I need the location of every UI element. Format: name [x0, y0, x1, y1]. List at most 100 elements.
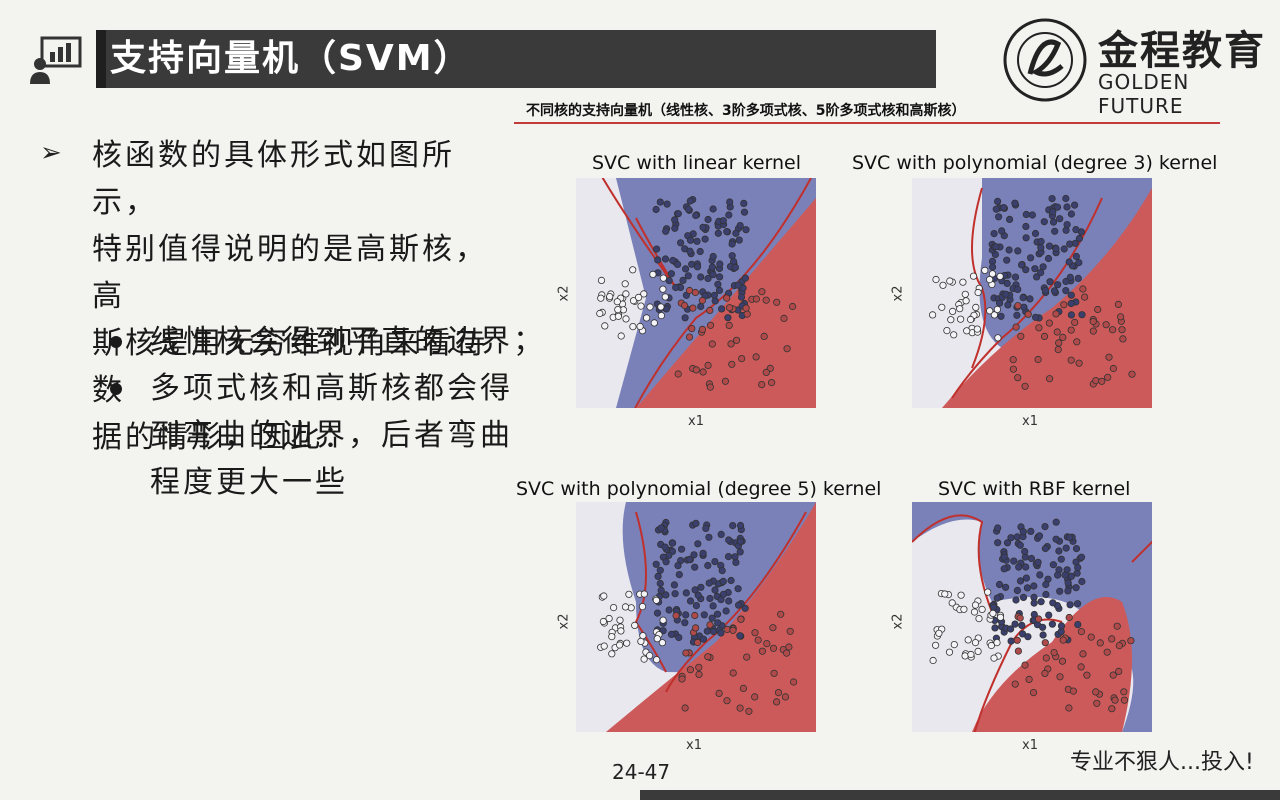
scatter-point	[704, 653, 712, 661]
scatter-point	[705, 579, 713, 587]
scatter-point	[928, 311, 937, 319]
scatter-point	[1059, 636, 1067, 644]
scatter-point	[978, 605, 986, 614]
scatter-point	[1048, 194, 1056, 203]
scatter-point	[659, 616, 667, 624]
scatter-point	[1065, 704, 1073, 712]
scatter-point	[773, 698, 781, 706]
paragraph-line: 特别值得说明的是高斯核，高	[92, 232, 488, 314]
scatter-point	[966, 315, 975, 324]
scatter-point	[715, 286, 724, 295]
scatter-point	[1014, 374, 1022, 382]
scatter-point	[704, 215, 712, 224]
scatter-point	[731, 553, 739, 561]
scatter-point	[1108, 705, 1116, 713]
scatter-point	[1041, 669, 1049, 677]
scatter-point	[698, 325, 707, 333]
scatter-point	[988, 270, 997, 278]
scatter-point	[1045, 319, 1053, 327]
scatter-point	[1064, 587, 1072, 595]
scatter-point	[667, 630, 676, 638]
scatter-point	[1098, 377, 1106, 385]
scatter-point	[1092, 377, 1100, 385]
scatter-point	[1072, 584, 1080, 592]
scatter-point	[709, 602, 717, 610]
data-points	[597, 518, 798, 715]
scatter-point	[758, 381, 766, 389]
scatter-point	[736, 548, 744, 556]
scatter-point	[1045, 242, 1054, 250]
scatter-point	[984, 588, 992, 596]
scatter-point	[1077, 628, 1085, 636]
scatter-point	[658, 639, 667, 647]
scatter-point	[1000, 565, 1008, 573]
scatter-point	[699, 223, 707, 231]
ylabel: x2	[556, 613, 572, 630]
scatter-point	[768, 379, 776, 387]
scatter-point	[736, 221, 744, 230]
scatter-point	[728, 360, 736, 368]
scatter-point	[694, 591, 702, 599]
scatter-point	[1012, 596, 1020, 604]
scatter-point	[1083, 671, 1091, 679]
scatter-point	[736, 632, 744, 640]
scatter-point	[640, 290, 648, 298]
scatter-point	[1030, 599, 1038, 607]
scatter-point	[1014, 247, 1022, 255]
scatter-point	[725, 597, 733, 605]
scatter-point	[996, 613, 1005, 621]
region-red	[972, 597, 1132, 732]
scatter-point	[1049, 218, 1058, 226]
scatter-point	[964, 636, 972, 644]
scatter-point	[692, 211, 700, 220]
scatter-point	[1045, 611, 1053, 619]
scatter-point	[614, 306, 622, 314]
scatter-point	[1014, 302, 1022, 310]
scatter-point	[1092, 688, 1100, 696]
scatter-point	[600, 642, 608, 650]
caption-underline	[514, 122, 1220, 124]
scatter-point	[780, 314, 788, 322]
scatter-point	[1031, 229, 1040, 238]
scatter-point	[695, 663, 703, 671]
scatter-point	[1019, 294, 1027, 302]
scatter-point	[1042, 590, 1050, 599]
scatter-point	[717, 530, 725, 539]
scatter-point	[686, 666, 695, 674]
scatter-point	[752, 353, 760, 361]
scatter-point	[932, 275, 940, 284]
scatter-point	[723, 697, 731, 705]
scatter-point	[723, 227, 731, 236]
scatter-point	[1109, 326, 1117, 334]
scatter-point	[1073, 338, 1081, 346]
scatter-point	[686, 236, 695, 244]
scatter-point	[718, 305, 726, 313]
scatter-point	[1022, 574, 1031, 582]
scatter-point	[629, 297, 638, 305]
scatter-point	[714, 229, 722, 237]
scatter-point	[1104, 373, 1112, 381]
scatter-point	[653, 635, 661, 643]
scatter-point	[704, 361, 712, 369]
scatter-point	[1037, 598, 1045, 606]
scatter-point	[657, 303, 665, 311]
scatter-point	[697, 273, 705, 281]
scatter-point	[694, 540, 702, 548]
scatter-point	[1060, 245, 1068, 253]
scatter-point	[741, 604, 749, 612]
logo-english-text: GOLDEN FUTURE	[1098, 70, 1190, 118]
scatter-point	[1103, 648, 1111, 656]
scatter-point	[731, 263, 739, 272]
scatter-point	[615, 641, 624, 649]
scatter-point	[975, 615, 983, 623]
scatter-point	[961, 652, 969, 660]
scatter-point	[946, 277, 954, 285]
scatter-point	[693, 263, 702, 271]
scatter-point	[935, 629, 943, 637]
scatter-point	[646, 303, 654, 311]
scatter-point	[671, 216, 679, 224]
scatter-point	[939, 281, 947, 289]
scatter-point	[723, 294, 731, 302]
scatter-point	[727, 576, 735, 585]
scatter-point	[991, 624, 999, 632]
